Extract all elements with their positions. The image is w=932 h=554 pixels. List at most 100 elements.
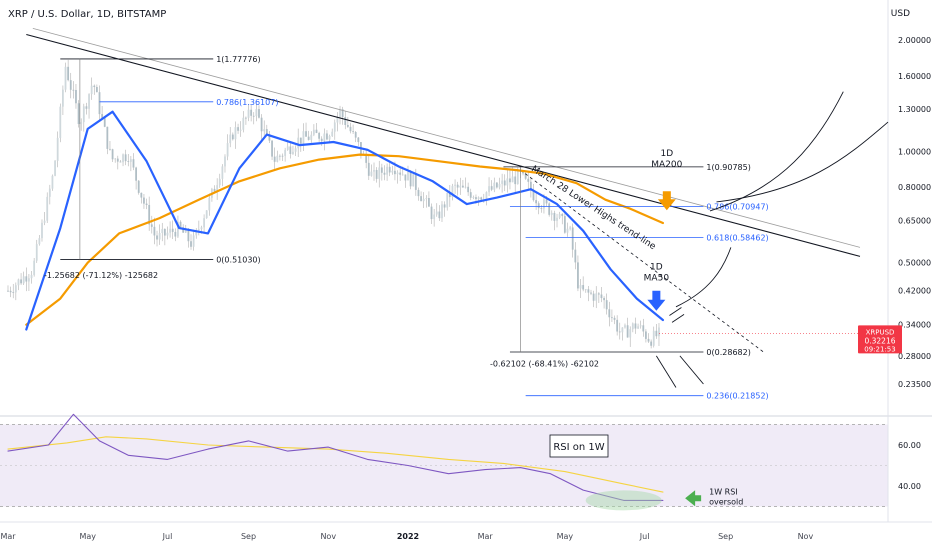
candle-body [95, 87, 98, 93]
candle-body [532, 190, 535, 201]
candle-body [106, 126, 109, 149]
candle-body [122, 154, 124, 163]
x-tick-label: Mar [0, 532, 16, 541]
currency-label: USD [890, 9, 910, 19]
fib-level-label: 1(0.90785) [706, 163, 750, 172]
candle-body [145, 203, 148, 206]
candle-body [12, 292, 15, 294]
candle-body [184, 229, 187, 233]
candle-body [611, 317, 613, 319]
candle-body [116, 158, 119, 162]
candle-body [409, 171, 412, 187]
price-badge-value: 0.32216 [864, 336, 895, 345]
candle-body [529, 181, 532, 191]
rsi-oversold-arrow [685, 490, 702, 507]
candle-body [569, 227, 571, 229]
rsi-oversold-label-2: oversold [709, 497, 743, 506]
measure-label-2021: -1.25682 (-71.12%) -125682 [44, 271, 158, 280]
candle-body [639, 325, 642, 327]
candle-body [48, 188, 51, 197]
projection-up-1 [709, 91, 844, 212]
candle-body [446, 192, 449, 208]
candle-body [488, 186, 490, 193]
candle-body [69, 80, 72, 90]
candle-body [54, 160, 56, 176]
candle-body [386, 166, 388, 175]
candle-body [30, 274, 33, 279]
projection-down-2 [679, 355, 704, 385]
oversold-highlight [585, 490, 662, 511]
candle-body [98, 92, 101, 115]
candle-body [645, 331, 647, 339]
candle-body [101, 114, 104, 118]
candle-body [20, 279, 22, 284]
candle-body [284, 149, 287, 156]
candle-body [493, 182, 496, 190]
candle-body [548, 203, 551, 215]
candle-body [156, 235, 158, 240]
candle-body [323, 133, 326, 142]
candle-body [574, 249, 577, 263]
candle-body [224, 156, 226, 167]
candle-body [475, 197, 477, 200]
fib-level-label: 0.786(0.70947) [706, 202, 768, 211]
candle-body [349, 126, 352, 132]
candle-body [590, 292, 592, 294]
candle-body [624, 325, 626, 328]
candle-body [579, 285, 582, 289]
candle-body [524, 173, 527, 179]
candle-body [597, 293, 600, 295]
candle-body [441, 204, 443, 219]
candle-body [59, 106, 62, 138]
x-tick-label: 2022 [397, 532, 419, 541]
y-tick-label: 0.28000 [898, 352, 931, 361]
candle-body [28, 278, 30, 282]
y-tick-label: 1.00000 [898, 147, 931, 156]
candle-body [255, 109, 258, 117]
candle-body [169, 228, 171, 233]
candle-body [302, 131, 305, 144]
candle-body [190, 241, 192, 247]
candle-body [563, 216, 566, 233]
candle-body [577, 262, 579, 289]
candle-body [634, 323, 637, 329]
candle-body [177, 221, 179, 237]
candle-body [435, 211, 438, 215]
rsi-title: RSI on 1W [553, 442, 604, 453]
candle-body [448, 192, 451, 198]
candle-body [326, 133, 328, 140]
candle-body [187, 229, 190, 242]
candle-body [205, 210, 208, 219]
candle-body [137, 180, 140, 193]
candle-body [307, 136, 310, 140]
candle-body [545, 199, 548, 204]
candle-body [203, 218, 205, 228]
candle-body [637, 326, 639, 329]
candle-body [7, 290, 9, 292]
candle-body [352, 131, 354, 133]
projection-down-1 [655, 355, 677, 388]
candle-body [35, 244, 38, 261]
candle-body [613, 317, 616, 320]
candle-body [514, 176, 517, 185]
y-tick-label: 0.34000 [898, 321, 931, 330]
candle-body [299, 137, 302, 144]
upper-parallel-line [32, 27, 861, 248]
candle-body [77, 103, 80, 125]
candle-body [477, 197, 480, 200]
candle-body [166, 232, 169, 236]
candle-body [103, 117, 106, 127]
candle-body [328, 135, 331, 140]
rsi-tick-label: 60.00 [898, 441, 921, 450]
candle-body [250, 109, 253, 116]
candle-body [498, 183, 501, 188]
candle-body [153, 226, 156, 236]
ma200-arrow [657, 191, 676, 211]
x-tick-label: Nov [798, 532, 814, 541]
candle-body [540, 208, 543, 209]
candle-body [404, 174, 407, 181]
rsi-ma-line [7, 436, 664, 493]
rsi-title-box [549, 434, 609, 458]
candle-body [616, 319, 619, 332]
